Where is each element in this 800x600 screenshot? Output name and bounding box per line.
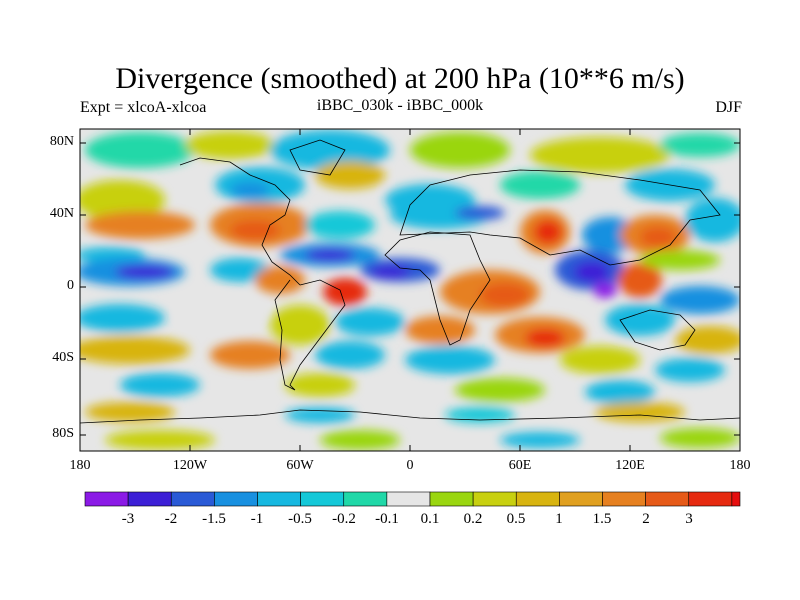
colorbar-label: -1 — [250, 511, 264, 527]
colorbar-label: 0.2 — [463, 511, 483, 527]
colorbar-swatch — [343, 491, 388, 507]
lon-label-120w: 120W — [172, 458, 208, 473]
colorbar-swatch — [300, 491, 345, 507]
colorbar-swatch — [257, 491, 301, 507]
colorbar-swatch — [731, 491, 741, 507]
colorbar-label: 3 — [685, 511, 693, 527]
colorbar-swatch — [515, 491, 560, 507]
colorbar-label: -0.2 — [332, 511, 356, 527]
colorbar-label: -1.5 — [202, 511, 226, 527]
lat-ticks — [80, 142, 740, 436]
colorbar-swatch — [214, 491, 258, 507]
colorbar-swatch — [472, 491, 517, 507]
colorbar-swatch — [386, 491, 431, 507]
lon-label-0: 0 — [406, 458, 414, 473]
lon-label-60w: 60W — [286, 458, 314, 473]
colorbar-label: -0.1 — [375, 511, 399, 527]
colorbar-swatch — [645, 491, 690, 507]
map-title: Divergence (smoothed) at 200 hPa (10**6 … — [115, 62, 685, 95]
lat-label-80n: 80N — [49, 134, 74, 149]
lon-label-60e: 60E — [508, 458, 532, 473]
lat-label-equator: 0 — [67, 278, 74, 293]
experiment-label: Expt = xlcoA-xlcoa — [80, 99, 207, 116]
colorbar-label: 0.1 — [420, 511, 440, 527]
colorbar-swatch — [170, 491, 215, 507]
lon-ticks — [189, 129, 631, 451]
colorbar-label: 1 — [555, 511, 563, 527]
comparison-label: iBBC_030k - iBBC_000k — [316, 97, 484, 114]
lon-label-120e: 120E — [615, 458, 645, 473]
colorbar-label: -0.5 — [288, 511, 312, 527]
coastlines — [80, 139, 740, 424]
colorbar-label: -3 — [121, 511, 135, 527]
colorbar-swatch — [429, 491, 474, 507]
lat-label-40s: 40S — [52, 350, 74, 365]
colorbar-swatch — [688, 491, 733, 507]
colorbar-swatch — [127, 491, 172, 507]
colorbar-label: -2 — [164, 511, 178, 527]
colorbar-swatch — [602, 491, 646, 507]
contour-field — [80, 129, 740, 451]
colorbar-swatch — [559, 491, 603, 507]
colorbar-swatch — [84, 491, 129, 507]
colorbar-label: 1.5 — [592, 511, 612, 527]
lon-label-180e: 180 — [729, 458, 751, 473]
lat-label-80s: 80S — [52, 426, 74, 441]
colorbar-label: 2 — [642, 511, 650, 527]
lon-label-180w: 180 — [69, 458, 91, 473]
colorbar-label: 0.5 — [506, 511, 526, 527]
season-label: DJF — [715, 99, 742, 116]
lat-label-40n: 40N — [49, 206, 74, 221]
colorbar — [84, 491, 741, 507]
